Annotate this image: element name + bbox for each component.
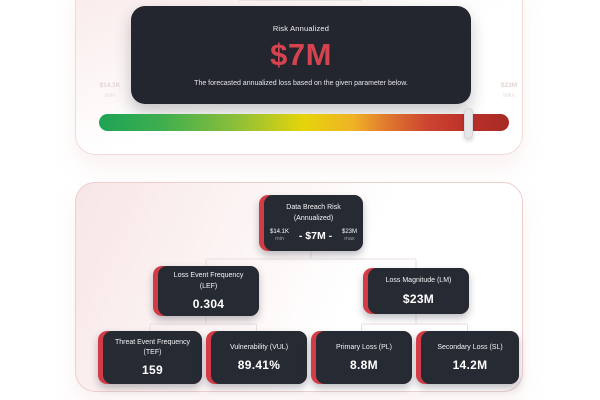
- risk-summary-panel: Risk Annualized $7M The forecasted annua…: [131, 6, 471, 104]
- node-title: Primary Loss (PL): [335, 343, 392, 351]
- risk-summary-title: Risk Annualized: [272, 23, 330, 33]
- scale-max-value: $23M: [500, 82, 518, 89]
- node-title: Secondary Loss (SL): [437, 343, 503, 351]
- node-min-caption: min: [275, 235, 284, 242]
- scale-min-label: $14.1K MIN: [90, 81, 130, 101]
- node-max-value: $23M: [341, 228, 357, 235]
- fair-tree-card: Data Breach Risk (Annualized) $14.1K min…: [75, 182, 523, 392]
- tree-connector-lines: [149, 251, 468, 331]
- node-title: Data Breach Risk (Annualized): [286, 203, 340, 223]
- node-secondary-loss-body: Secondary Loss (SL) 14.2M: [421, 331, 519, 384]
- node-value: 89.41%: [237, 358, 281, 373]
- scale-min-value: $14.1K: [99, 82, 121, 89]
- node-data-breach-risk-body: Data Breach Risk (Annualized) $14.1K min…: [264, 195, 363, 251]
- risk-summary-description: The forecasted annualized loss based on …: [194, 79, 408, 87]
- node-value: 8.8M: [350, 358, 378, 373]
- node-threat-event-frequency[interactable]: Threat Event Frequency (TEF) 159: [98, 331, 202, 384]
- node-value: 159: [142, 363, 163, 378]
- node-max-caption: max: [344, 235, 355, 242]
- node-loss-event-frequency[interactable]: Loss Event Frequency (LEF) 0.304: [153, 266, 259, 316]
- risk-slider-handle[interactable]: [463, 108, 473, 139]
- node-data-breach-risk[interactable]: Data Breach Risk (Annualized) $14.1K min…: [259, 195, 363, 251]
- risk-gradient-slider-track[interactable]: [99, 114, 509, 131]
- node-title: Loss Magnitude (LM): [385, 277, 452, 285]
- node-title: Loss Event Frequency (LEF): [173, 272, 244, 290]
- scale-min-caption: MIN: [104, 92, 116, 99]
- node-mid-value: - $7M -: [298, 229, 333, 242]
- node-min-value: $14.1K: [270, 228, 290, 235]
- node-secondary-loss[interactable]: Secondary Loss (SL) 14.2M: [416, 331, 519, 384]
- node-stat-row: $14.1K min - $7M - $23M max: [270, 229, 357, 243]
- node-primary-loss-body: Primary Loss (PL) 8.8M: [316, 331, 412, 384]
- risk-summary-card: Risk Annualized $7M The forecasted annua…: [75, 0, 523, 155]
- node-max-stat: $23M max: [342, 229, 357, 243]
- scale-max-caption: MAX: [503, 92, 515, 99]
- node-vulnerability[interactable]: Vulnerability (VUL) 89.41%: [206, 331, 307, 384]
- node-value: 0.304: [192, 296, 225, 311]
- node-loss-event-frequency-body: Loss Event Frequency (LEF) 0.304: [158, 266, 259, 316]
- node-title-line2: (Annualized): [293, 214, 334, 222]
- node-loss-magnitude[interactable]: Loss Magnitude (LM) $23M: [363, 268, 469, 314]
- node-title-line1: Data Breach Risk: [286, 204, 341, 212]
- risk-annualized-value: $7M: [270, 36, 332, 72]
- node-loss-magnitude-body: Loss Magnitude (LM) $23M: [368, 268, 469, 314]
- node-title: Vulnerability (VUL): [229, 343, 289, 351]
- node-primary-loss[interactable]: Primary Loss (PL) 8.8M: [311, 331, 412, 384]
- node-value: 14.2M: [452, 358, 488, 373]
- node-value: $23M: [402, 291, 435, 306]
- node-title: Threat Event Frequency (TEF): [114, 338, 191, 356]
- scale-max-label: $23M MAX: [489, 81, 529, 101]
- node-threat-event-frequency-body: Threat Event Frequency (TEF) 159: [103, 331, 202, 384]
- node-vulnerability-body: Vulnerability (VUL) 89.41%: [211, 331, 307, 384]
- node-min-stat: $14.1K min: [270, 229, 289, 243]
- cropped-heading-text: [238, 0, 362, 1]
